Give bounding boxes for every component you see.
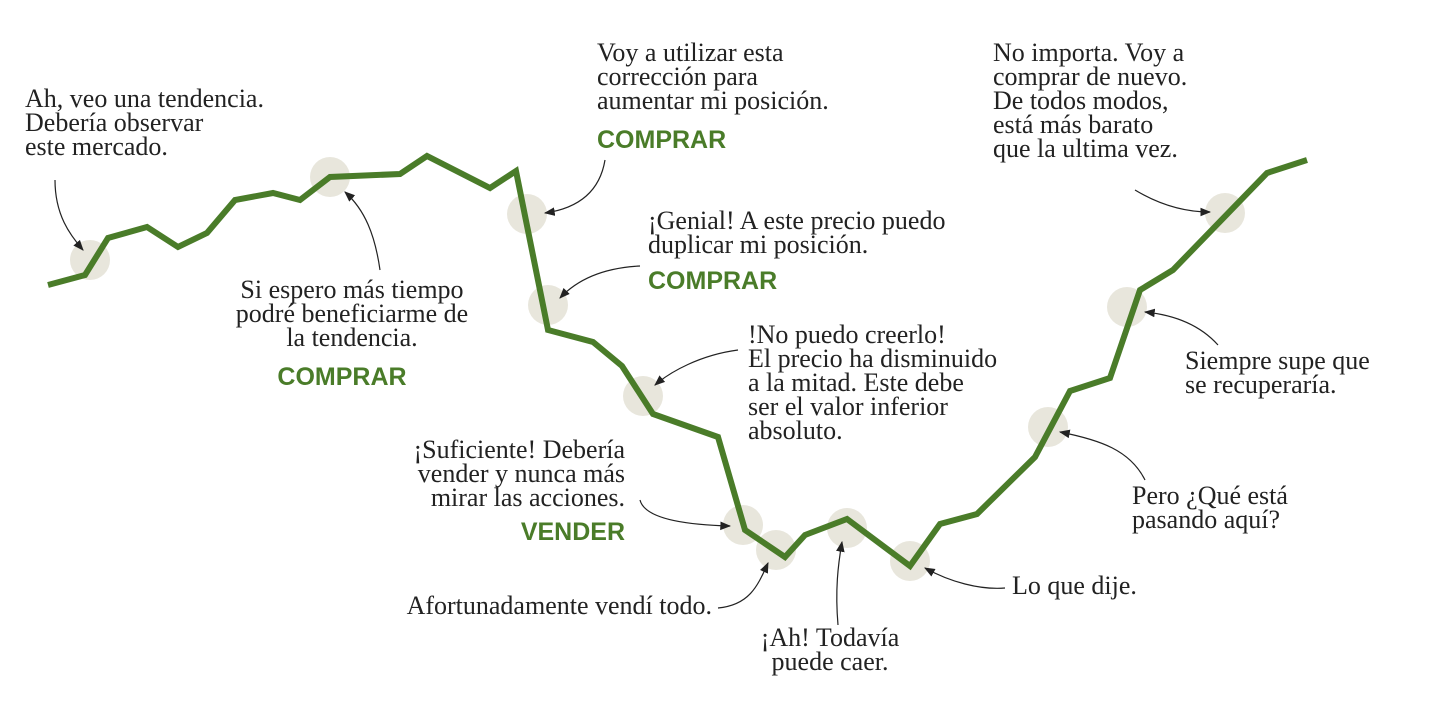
annotation-text: Pero ¿Qué está [1132,481,1288,510]
annotation-text: De todos modos, [993,86,1169,115]
annotation-text: absoluto. [748,416,843,445]
annotation-text: mirar las acciones. [431,483,625,512]
annotation-text: Lo que dije. [1012,571,1137,600]
annotation-text: ser el valor inferior [748,392,948,421]
annotation-text: a la mitad. Este debe [748,368,964,397]
annotation-text: este mercado. [25,132,168,161]
annotation-text: ¡Suficiente! Debería [413,435,625,464]
annotation-text: se recuperaría. [1185,370,1337,399]
annotation-text: pasando aquí? [1132,505,1280,534]
action-label: COMPRAR [648,267,777,295]
annotation-text: la tendencia. [286,323,417,352]
action-label: VENDER [521,518,625,546]
annotation-text: ¡Genial! A este precio puedo [648,206,945,235]
arrows [54,159,1219,626]
annotation-text: Siempre supe que [1185,346,1370,375]
annotation-text: está más barato [993,110,1153,139]
annotation-text: duplicar mi posición. [648,230,868,259]
annotation-text: comprar de nuevo. [993,62,1187,91]
action-label: COMPRAR [277,363,406,391]
annotation-text: Afortunadamente vendí todo. [407,591,712,620]
annotation-text: Si espero más tiempo [240,275,463,304]
annotation-text: puede caer. [772,647,889,676]
annotation-text: Voy a utilizar esta [597,38,784,67]
annotation-text: podré beneficiarme de [236,299,468,328]
price-line [47,152,1308,571]
annotation-text: Debería observar [25,108,204,137]
annotation-text: ¡Ah! Todavía [761,623,900,652]
action-label: COMPRAR [597,126,726,154]
annotation-text: El precio ha disminuido [748,344,997,373]
annotation-text: vender y nunca más [418,459,625,488]
annotation-text: !No puedo creerlo! [748,320,946,349]
annotation-text: No importa. Voy a [993,38,1185,67]
annotation-text: Ah, veo una tendencia. [25,84,264,113]
annotation-text: aumentar mi posición. [597,86,829,115]
annotation-text: que la ultima vez. [993,134,1178,163]
annotation-text: corrección para [597,62,758,91]
